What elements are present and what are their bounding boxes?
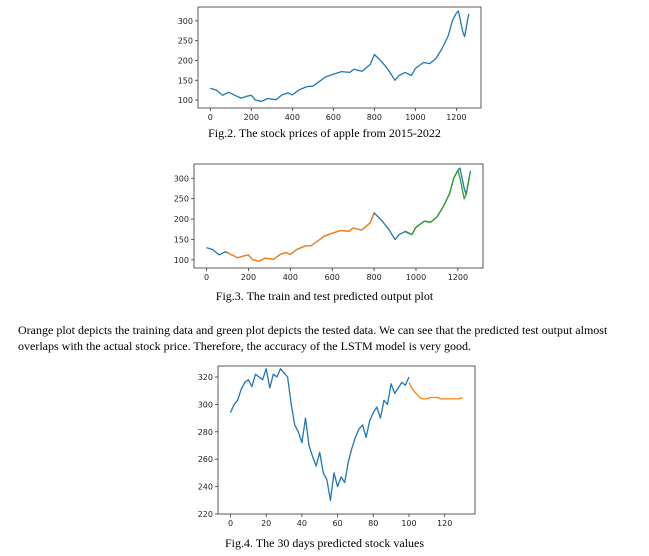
y-tick-label: 220 xyxy=(198,510,213,519)
x-tick-label: 200 xyxy=(241,273,256,282)
y-tick-label: 300 xyxy=(178,17,193,26)
x-tick-label: 800 xyxy=(366,273,381,282)
x-tick-label: 1200 xyxy=(446,113,466,122)
y-tick-label: 100 xyxy=(178,96,193,105)
y-tick-label: 200 xyxy=(174,215,189,224)
x-tick-label: 400 xyxy=(285,113,300,122)
x-tick-label: 40 xyxy=(297,519,307,528)
y-tick-label: 150 xyxy=(178,76,193,85)
x-tick-label: 120 xyxy=(437,519,452,528)
series-line-0 xyxy=(210,10,470,102)
x-tick-label: 1200 xyxy=(448,273,468,282)
x-tick-label: 600 xyxy=(326,113,341,122)
y-tick-label: 280 xyxy=(198,428,213,437)
x-tick-label: 0 xyxy=(208,113,213,122)
x-tick-label: 1000 xyxy=(405,113,425,122)
series-line-0 xyxy=(206,167,472,262)
x-tick-label: 20 xyxy=(261,519,271,528)
y-tick-label: 260 xyxy=(198,455,213,464)
y-tick-label: 150 xyxy=(174,235,189,244)
y-tick-label: 250 xyxy=(178,37,193,46)
series-line-2 xyxy=(405,169,472,236)
x-tick-label: 800 xyxy=(367,113,382,122)
series-line-1 xyxy=(227,213,375,262)
fig3-caption: Fig.3. The train and test predicted outp… xyxy=(215,289,434,303)
fig2-caption: Fig.2. The stock prices of apple from 20… xyxy=(208,126,441,140)
x-tick-label: 0 xyxy=(228,519,233,528)
x-tick-label: 0 xyxy=(204,273,209,282)
y-tick-label: 300 xyxy=(198,400,213,409)
y-tick-label: 240 xyxy=(198,483,213,492)
series-line-0 xyxy=(229,368,410,501)
plot-frame xyxy=(217,365,476,515)
y-tick-label: 300 xyxy=(174,174,189,183)
train-test-chart: 0 200 400 600 800 1000 1200 100 150 200 250 300 xyxy=(174,163,484,282)
y-tick-label: 200 xyxy=(178,56,193,65)
y-tick-label: 100 xyxy=(174,256,189,265)
stock-price-chart: 0 200 400 600 800 1000 1200 100 150 200 250 300 xyxy=(178,6,482,122)
x-tick-label: 80 xyxy=(368,519,378,528)
x-tick-label: 400 xyxy=(283,273,298,282)
fig4-caption: Fig.4. The 30 days predicted stock value… xyxy=(224,536,425,550)
plot-frame xyxy=(193,163,484,269)
x-tick-label: 60 xyxy=(332,519,342,528)
x-tick-label: 100 xyxy=(401,519,416,528)
x-tick-label: 200 xyxy=(244,113,259,122)
x-tick-label: 600 xyxy=(325,273,340,282)
plot-frame xyxy=(197,6,482,109)
series-line-1 xyxy=(408,382,463,400)
forecast-chart: 0 20 40 60 80 100 120 220 240 260 280 300 320 xyxy=(198,365,476,528)
y-tick-label: 320 xyxy=(198,373,213,382)
y-tick-label: 250 xyxy=(174,195,189,204)
x-tick-label: 1000 xyxy=(406,273,426,282)
body-paragraph: Orange plot depicts the training data an… xyxy=(18,323,608,353)
